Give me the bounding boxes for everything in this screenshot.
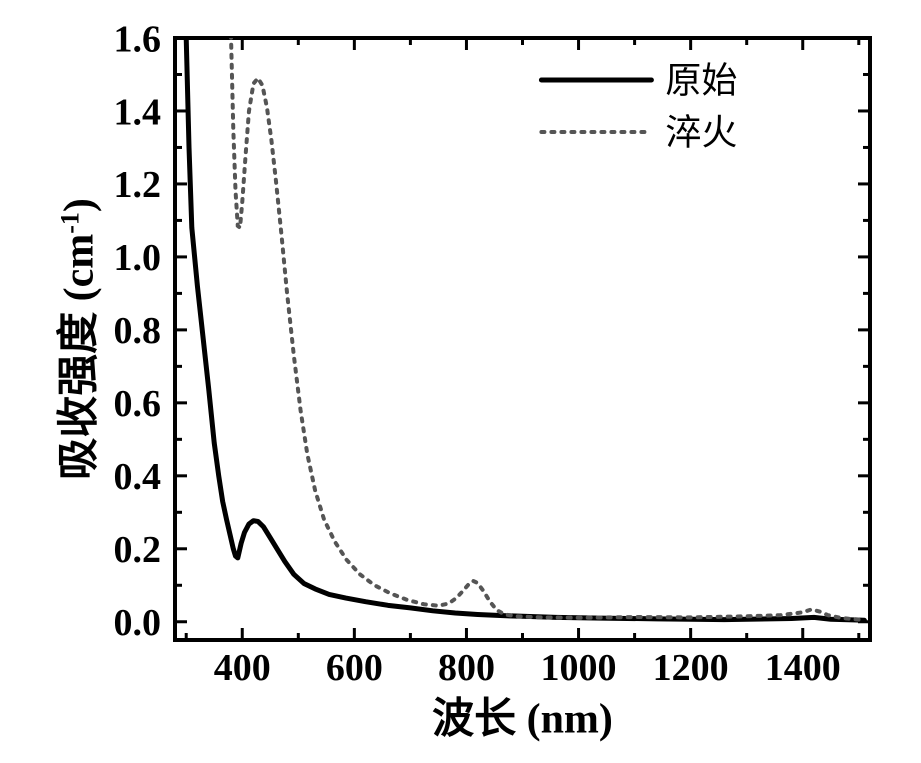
y-tick-label: 0.2 <box>114 529 162 571</box>
x-axis-ticks <box>186 38 859 640</box>
legend-label-original: 原始 <box>665 61 737 101</box>
y-tick-label: 0.4 <box>114 456 162 498</box>
x-tick-label: 1000 <box>541 647 617 689</box>
y-tick-label: 0.8 <box>114 310 162 352</box>
y-tick-label: 1.4 <box>114 91 162 133</box>
chart-container: 400 600 800 1000 1200 1400 0.0 0.2 0.4 0.6 0.8 1.0… <box>0 0 921 763</box>
x-tick-label: 600 <box>326 647 383 689</box>
series-original-line <box>175 0 864 620</box>
x-tick-label: 1400 <box>765 647 841 689</box>
y-tick-label: 0.6 <box>114 383 162 425</box>
y-axis-tick-labels: 0.0 0.2 0.4 0.6 0.8 1.0 1.2 1.4 1.6 <box>114 18 162 644</box>
y-tick-label: 0.0 <box>114 602 162 644</box>
y-axis-ticks <box>175 38 870 622</box>
x-tick-label: 400 <box>214 647 271 689</box>
x-tick-label: 800 <box>438 647 495 689</box>
x-tick-label: 1200 <box>653 647 729 689</box>
y-tick-label: 1.6 <box>114 18 162 60</box>
absorption-spectrum-chart: 400 600 800 1000 1200 1400 0.0 0.2 0.4 0.6 0.8 1.0… <box>0 0 921 763</box>
legend-label-quenched: 淬火 <box>665 113 737 153</box>
y-tick-label: 1.0 <box>114 237 162 279</box>
series-quenched-line <box>225 0 864 620</box>
x-axis-title: 波长 (nm) <box>432 695 613 742</box>
y-tick-label: 1.2 <box>114 164 162 206</box>
svg-text:吸收强度 (cm-1): 吸收强度 (cm-1) <box>55 198 103 480</box>
y-axis-title: 吸收强度 (cm-1) <box>55 198 103 480</box>
legend: 原始淬火 <box>541 61 737 153</box>
x-axis-tick-labels: 400 600 800 1000 1200 1400 <box>214 647 841 689</box>
